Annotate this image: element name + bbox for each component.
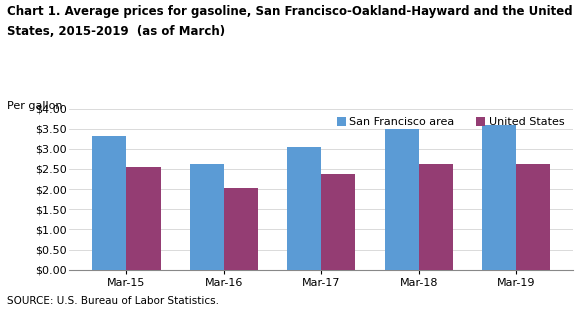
- Bar: [190, 164, 224, 270]
- Text: Per gallon: Per gallon: [7, 101, 63, 111]
- Bar: [384, 129, 419, 270]
- Bar: [93, 135, 126, 270]
- Bar: [321, 174, 356, 270]
- Bar: [516, 164, 550, 270]
- Bar: [287, 147, 321, 270]
- Text: States, 2015-2019  (as of March): States, 2015-2019 (as of March): [7, 25, 225, 38]
- Bar: [126, 167, 160, 270]
- Bar: [419, 164, 453, 270]
- Text: Chart 1. Average prices for gasoline, San Francisco-Oakland-Hayward and the Unit: Chart 1. Average prices for gasoline, Sa…: [7, 5, 573, 18]
- Legend: San Francisco area, United States: San Francisco area, United States: [334, 114, 567, 131]
- Text: SOURCE: U.S. Bureau of Labor Statistics.: SOURCE: U.S. Bureau of Labor Statistics.: [7, 296, 219, 306]
- Bar: [482, 126, 516, 270]
- Bar: [224, 188, 258, 270]
